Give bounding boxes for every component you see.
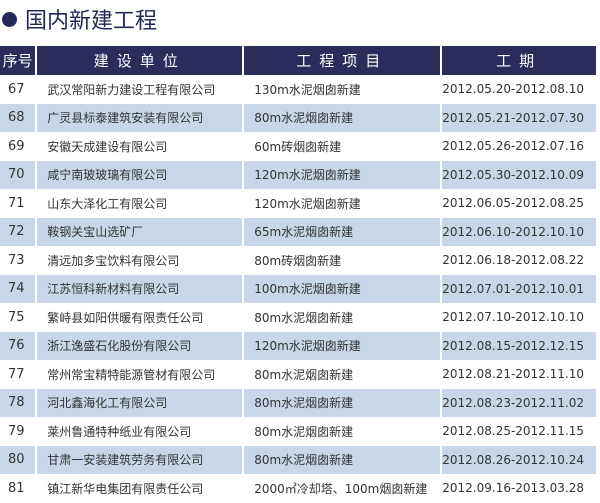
cell-project: 80m水泥烟囱新建 [244, 445, 441, 474]
table-row: 71 山东大泽化工有限公司 120m水泥烟囱新建 2012.06.05-2012.08… [0, 189, 596, 218]
cell-index: 78 [0, 388, 36, 417]
cell-project: 60m砖烟囱新建 [254, 139, 342, 154]
cell-index: 76 [0, 331, 36, 360]
cell-period: 2012.05.21-2012.07.30 [442, 103, 596, 132]
table-row: 73 清远加多宝饮料有限公司 80m砖烟囱新建 2012.06.18-2012.08.… [0, 246, 596, 275]
cell-index: 79 [8, 423, 25, 439]
cell-company: 武汉常阳新力建设工程有限公司 [47, 82, 216, 97]
cell-period: 2012.06.18-2012.08.22 [442, 253, 584, 268]
table-row: 75 繁峙县如阳供暖有限责任公司 80m水泥烟囱新建 2012.07.10-2012.… [0, 303, 596, 332]
table-row: 68 广灵县标泰建筑安装有限公司 80m水泥烟囱新建 2012.05.21-2012.… [0, 103, 596, 132]
cell-period: 2012.06.10-2012.10.10 [442, 217, 596, 246]
header-index: 序号 [0, 46, 36, 75]
cell-company: 广灵县标泰建筑安装有限公司 [37, 103, 243, 132]
cell-period: 2012.05.26-2012.07.16 [442, 139, 584, 154]
cell-index: 70 [0, 160, 36, 189]
table-row: 81 镇江新华电集团有限责任公司 2000㎡冷却塔、100m烟囱新建 2012.09.… [0, 474, 596, 503]
cell-company: 镇江新华电集团有限责任公司 [47, 481, 204, 496]
table-row: 80 甘肃一安装建筑劳务有限公司 80m水泥烟囱新建 2012.08.26-2012.… [0, 445, 596, 474]
cell-period: 2012.06.05-2012.08.25 [442, 196, 584, 211]
cell-project: 80m水泥烟囱新建 [254, 424, 354, 439]
section-title: 国内新建工程 [2, 2, 157, 36]
cell-index: 68 [0, 103, 36, 132]
cell-period: 2012.05.20-2012.08.10 [442, 82, 584, 97]
cell-period: 2012.08.25-2012.11.15 [442, 424, 584, 439]
cell-index: 73 [8, 252, 25, 268]
table-row: 77 常州常宝精特能源管材有限公司 80m水泥烟囱新建 2012.08.21-2012… [0, 360, 596, 389]
cell-index: 72 [0, 217, 36, 246]
cell-project: 80m砖烟囱新建 [254, 253, 342, 268]
cell-period: 2012.07.10-2012.10.10 [442, 310, 584, 325]
header-period: 工期 [442, 46, 596, 75]
cell-index: 75 [8, 309, 25, 325]
cell-company: 鞍钢关宝山选矿厂 [37, 217, 243, 246]
cell-project: 120m水泥烟囱新建 [254, 196, 361, 211]
cell-company: 浙江逸盛石化股份有限公司 [37, 331, 243, 360]
cell-project: 130m水泥烟囱新建 [254, 82, 361, 97]
cell-company: 常州常宝精特能源管材有限公司 [47, 367, 216, 382]
cell-period: 2012.08.23-2012.11.02 [442, 388, 596, 417]
cell-index: 81 [8, 480, 25, 496]
table-header: 序号 建设单位 工程项目 工期 [0, 46, 596, 75]
cell-company: 安徽天成建设有限公司 [47, 139, 168, 154]
table-row: 79 莱州鲁通特种纸业有限公司 80m水泥烟囱新建 2012.08.25-2012.1… [0, 417, 596, 446]
cell-index: 74 [0, 274, 36, 303]
cell-index: 77 [8, 366, 25, 382]
table-row: 69 安徽天成建设有限公司 60m砖烟囱新建 2012.05.26-2012.07.1… [0, 132, 596, 161]
table-row: 72 鞍钢关宝山选矿厂 65m水泥烟囱新建 2012.06.10-2012.10.10 [0, 217, 596, 246]
cell-period: 2012.08.26-2012.10.24 [442, 445, 596, 474]
bullet-icon [2, 11, 17, 27]
cell-project: 100m水泥烟囱新建 [244, 274, 441, 303]
cell-project: 80m水泥烟囱新建 [244, 388, 441, 417]
table-row: 74 江苏恒科新材料有限公司 100m水泥烟囱新建 2012.07.01-2012.1… [0, 274, 596, 303]
cell-company: 山东大泽化工有限公司 [47, 196, 168, 211]
cell-company: 甘肃一安装建筑劳务有限公司 [37, 445, 243, 474]
cell-company: 繁峙县如阳供暖有限责任公司 [47, 310, 204, 325]
cell-period: 2012.05.30-2012.10.09 [442, 160, 596, 189]
cell-index: 80 [0, 445, 36, 474]
cell-index: 69 [8, 138, 25, 154]
header-company: 建设单位 [37, 46, 243, 75]
cell-company: 江苏恒科新材料有限公司 [37, 274, 243, 303]
cell-project: 120m水泥烟囱新建 [244, 331, 441, 360]
cell-project: 120m水泥烟囱新建 [244, 160, 441, 189]
cell-company: 咸宁南玻玻璃有限公司 [37, 160, 243, 189]
cell-period: 2012.07.01-2012.10.01 [442, 274, 596, 303]
cell-project: 65m水泥烟囱新建 [244, 217, 441, 246]
cell-company: 莱州鲁通特种纸业有限公司 [47, 424, 192, 439]
table-row: 70 咸宁南玻玻璃有限公司 120m水泥烟囱新建 2012.05.30-2012.10… [0, 160, 596, 189]
cell-index: 71 [8, 195, 25, 211]
cell-project: 2000㎡冷却塔、100m烟囱新建 [254, 481, 428, 496]
section-title-text: 国内新建工程 [25, 9, 158, 34]
table-row: 76 浙江逸盛石化股份有限公司 120m水泥烟囱新建 2012.08.15-2012.… [0, 331, 596, 360]
cell-period: 2012.08.21-2012.11.10 [442, 367, 584, 382]
cell-company: 河北鑫海化工有限公司 [37, 388, 243, 417]
header-project: 工程项目 [244, 46, 441, 75]
cell-project: 80m水泥烟囱新建 [254, 367, 354, 382]
cell-project: 80m水泥烟囱新建 [254, 310, 354, 325]
cell-project: 80m水泥烟囱新建 [244, 103, 441, 132]
cell-period: 2012.09.16-2013.03.28 [442, 481, 584, 496]
cell-index: 67 [8, 81, 25, 97]
cell-company: 清远加多宝饮料有限公司 [47, 253, 180, 268]
table-row: 67 武汉常阳新力建设工程有限公司 130m水泥烟囱新建 2012.05.20-201… [0, 75, 596, 104]
projects-table: 序号 建设单位 工程项目 工期 67 武汉常阳新力建设工程有限公司 130m水泥烟囱… [0, 46, 598, 503]
table-row: 78 河北鑫海化工有限公司 80m水泥烟囱新建 2012.08.23-2012.11.… [0, 388, 596, 417]
cell-period: 2012.08.15-2012.12.15 [442, 331, 596, 360]
